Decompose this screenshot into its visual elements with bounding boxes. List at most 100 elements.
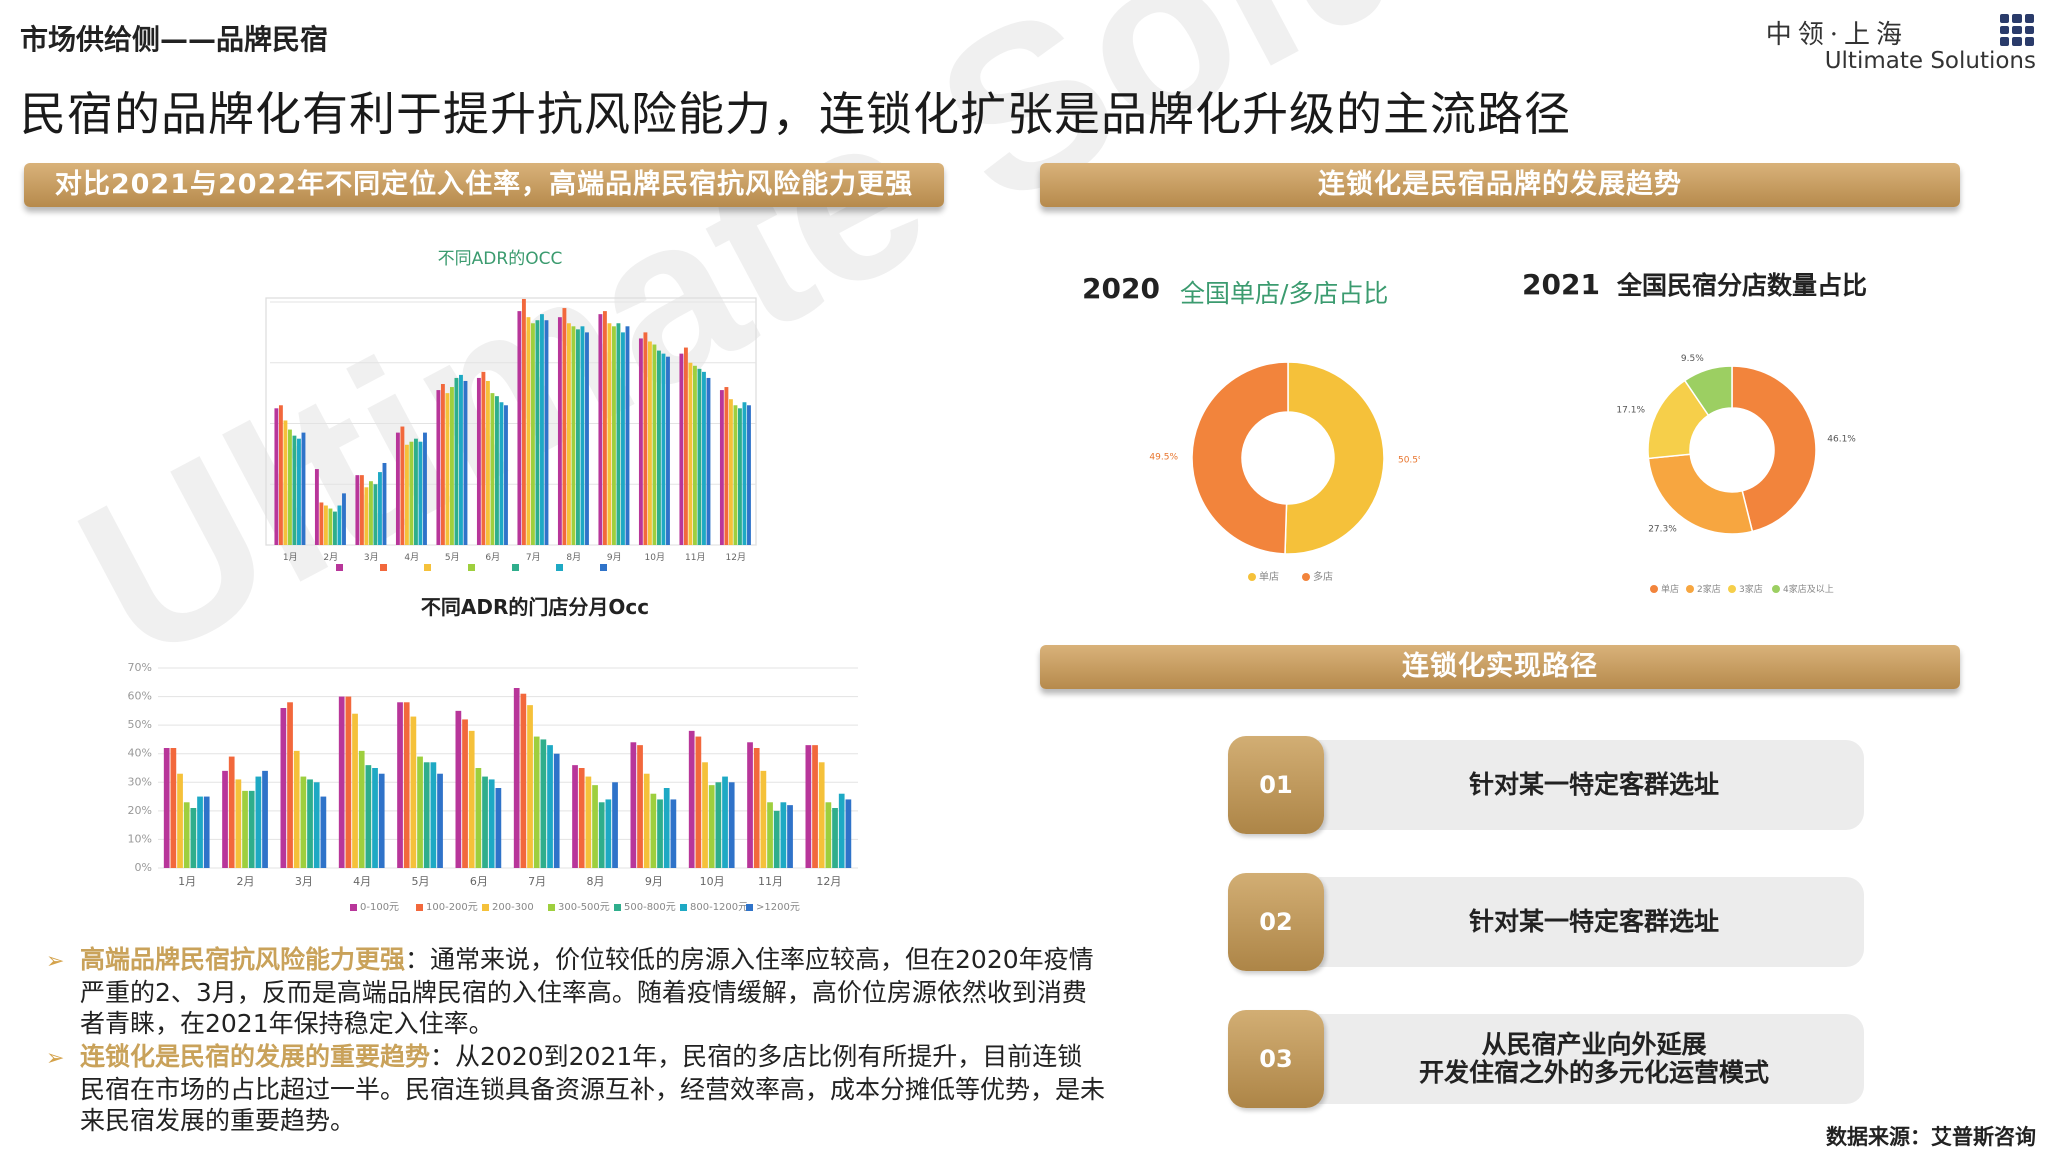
bar	[630, 742, 637, 868]
x-tick-label: 12月	[726, 552, 746, 563]
bar	[414, 438, 418, 545]
legend-dot	[1650, 585, 1658, 593]
donut2020-title: 全国单店/多店占比	[1180, 279, 1389, 308]
banner-left: 对比2021与2022年不同定位入住率，高端品牌民宿抗风险能力更强	[24, 163, 944, 207]
bar	[409, 441, 414, 545]
donut-value-label: 27.3%	[1648, 525, 1677, 535]
bar	[540, 739, 547, 868]
bar	[526, 317, 531, 545]
bar	[278, 405, 283, 545]
bar	[520, 693, 527, 868]
bar	[602, 311, 607, 545]
bar	[598, 314, 603, 545]
legend-swatch	[416, 904, 423, 911]
bar	[818, 762, 825, 868]
legend-label: 单店	[1661, 583, 1679, 595]
bar	[345, 696, 352, 868]
bar	[358, 750, 365, 868]
bar	[652, 344, 657, 545]
donut2020-year: 2020	[1082, 272, 1160, 305]
donut-slice	[1683, 365, 1733, 417]
bar	[430, 762, 437, 868]
bar	[702, 371, 706, 545]
bar	[495, 396, 499, 545]
bar	[436, 390, 441, 545]
bar	[359, 475, 364, 545]
bar	[621, 332, 625, 545]
x-tick-label: 6月	[470, 875, 488, 888]
bar	[773, 810, 780, 868]
bar	[183, 802, 190, 868]
x-tick-label: 6月	[485, 552, 500, 563]
bar	[670, 799, 677, 868]
x-tick-label: 4月	[353, 875, 371, 888]
bar	[404, 444, 409, 545]
legend-label: 多店	[1313, 570, 1333, 583]
legend-label: 4家店及以上	[1783, 583, 1834, 595]
bar	[571, 326, 576, 545]
bar	[301, 432, 306, 545]
bar	[504, 405, 508, 545]
x-tick-label: 11月	[758, 875, 783, 888]
x-tick-label: 8月	[566, 552, 581, 563]
bar	[455, 710, 462, 868]
donut-value-label: 17.1%	[1616, 405, 1645, 415]
bar	[313, 782, 320, 868]
donut-2020-single-multi: 50.5% 49.5% 单店 多店	[1149, 361, 1420, 583]
bar	[368, 481, 373, 545]
legend-label: 300-500元	[558, 902, 610, 913]
legend-label: >1200元	[756, 902, 800, 913]
donut-value-label: 50.5%	[1398, 456, 1420, 466]
bar	[320, 796, 327, 868]
donut-value-label: 49.5%	[1149, 452, 1178, 462]
bar	[287, 702, 293, 868]
bar	[760, 770, 767, 868]
bar	[733, 405, 738, 545]
bar	[262, 770, 268, 868]
bullet-text: ：从2020到2021年，民宿的多店比例有所提升，目前连锁民宿在市场的占比超过一…	[80, 1042, 1106, 1135]
y-tick-label: 30%	[128, 775, 152, 788]
bar	[530, 323, 535, 545]
bar	[397, 702, 403, 868]
section-label: 市场供给侧——品牌民宿	[20, 23, 329, 56]
bar	[274, 408, 279, 545]
chart2-title: 不同ADR的门店分月Occ	[421, 595, 649, 619]
bar	[683, 347, 688, 545]
x-tick-label: 9月	[645, 875, 663, 888]
bar	[562, 308, 567, 545]
bar	[328, 508, 333, 545]
legend-swatch	[468, 564, 475, 571]
bar	[463, 380, 468, 545]
legend-label: 2家店	[1697, 583, 1721, 595]
bar	[753, 748, 760, 868]
bar	[747, 742, 753, 868]
bar	[544, 320, 549, 545]
bar	[657, 350, 661, 545]
bar	[832, 808, 838, 868]
bar	[283, 420, 288, 545]
x-tick-label: 7月	[528, 875, 546, 888]
bar	[767, 802, 773, 868]
bar	[242, 790, 248, 868]
legend-label: 200-300	[492, 902, 534, 913]
donut2021-title: 全国民宿分店数量占比	[1617, 271, 1868, 300]
bar	[787, 805, 793, 868]
x-tick-label: 10月	[645, 552, 665, 563]
bar	[314, 469, 319, 545]
legend-label: 100-200元	[426, 902, 478, 913]
bar	[647, 341, 652, 545]
bar	[373, 484, 378, 545]
bar	[248, 790, 255, 868]
bar	[235, 779, 242, 868]
bar	[490, 393, 495, 545]
x-tick-label: 3月	[295, 875, 313, 888]
bar	[395, 432, 400, 545]
legend-swatch	[512, 564, 519, 571]
bar	[462, 719, 468, 868]
x-tick-label: 5月	[445, 552, 460, 563]
donut-slice	[1191, 361, 1289, 555]
bar	[663, 788, 670, 868]
bar	[163, 748, 170, 868]
bar	[643, 773, 650, 868]
legend-swatch	[482, 904, 489, 911]
